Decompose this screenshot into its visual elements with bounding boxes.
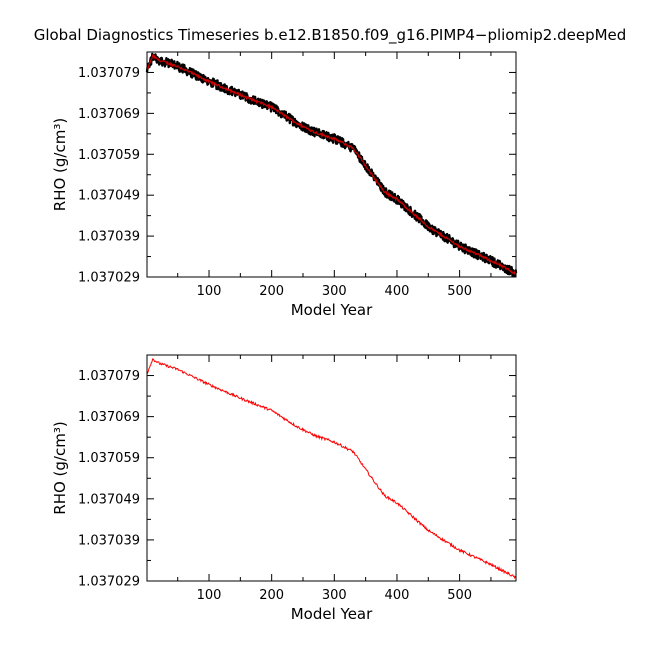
y-tick-label: 1.037039 xyxy=(78,230,140,245)
x-tick-label: 400 xyxy=(385,588,410,603)
x-tick-label: 100 xyxy=(197,588,222,603)
figure-title: Global Diagnostics Timeseries b.e12.B185… xyxy=(34,26,627,45)
x-axis-label: Model Year xyxy=(291,605,373,623)
x-tick-label: 200 xyxy=(259,588,284,603)
x-tick-label: 500 xyxy=(447,588,472,603)
x-tick-label: 100 xyxy=(197,284,222,299)
y-tick-label: 1.037029 xyxy=(78,575,140,590)
plot-frame xyxy=(146,354,517,582)
y-tick-label: 1.037029 xyxy=(78,271,140,286)
y-axis-label: RHO (g/cm³) xyxy=(51,118,69,211)
y-tick-label: 1.037079 xyxy=(78,369,140,384)
x-tick-label: 300 xyxy=(322,588,347,603)
y-tick-label: 1.037039 xyxy=(78,533,140,548)
x-tick-label: 400 xyxy=(385,284,410,299)
x-tick-label: 500 xyxy=(447,284,472,299)
y-tick-label: 1.037069 xyxy=(78,107,140,122)
series-line xyxy=(146,358,516,580)
x-tick-label: 300 xyxy=(322,284,347,299)
chart-panel-2: 100 200 300 400 500 1.037029 1.037039 1.037049 1… xyxy=(51,354,517,623)
series-smoothed-line xyxy=(146,54,517,275)
x-axis-label: Model Year xyxy=(291,301,373,319)
plot-frame xyxy=(146,51,517,278)
chart-panel-1: 100 200 300 400 500 1.037029 1.037039 1.037049 1… xyxy=(51,51,518,319)
y-tick-label: 1.037069 xyxy=(78,410,140,425)
series-annual-noisy-line xyxy=(145,52,518,278)
y-tick-label: 1.037049 xyxy=(78,189,140,204)
y-tick-label: 1.037059 xyxy=(78,148,140,163)
y-tick-label: 1.037059 xyxy=(78,451,140,466)
y-axis-label: RHO (g/cm³) xyxy=(51,421,69,514)
y-tick-label: 1.037079 xyxy=(78,66,140,81)
x-tick-label: 200 xyxy=(259,284,284,299)
y-tick-label: 1.037049 xyxy=(78,492,140,507)
